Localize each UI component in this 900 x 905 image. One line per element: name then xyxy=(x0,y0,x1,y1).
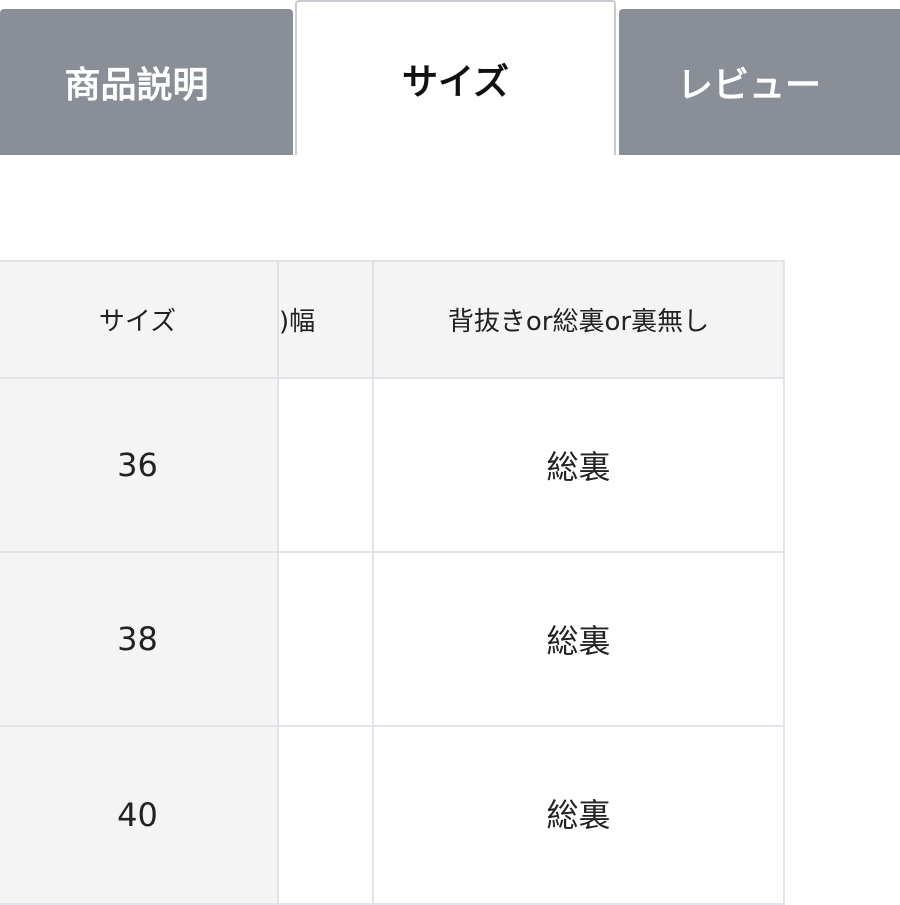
header-lining: 背抜きor総裏or裏無し xyxy=(372,260,785,379)
tab-reviews[interactable]: レビュー xyxy=(619,9,900,155)
table-cell-size: 40 xyxy=(0,725,279,905)
table-cell-width xyxy=(277,377,374,553)
table-cell-size: 36 xyxy=(0,377,279,553)
header-width: )幅 xyxy=(277,260,374,379)
table-cell-width xyxy=(277,551,374,727)
tab-size[interactable]: サイズ xyxy=(295,0,616,155)
table-cell-lining: 総裏 xyxy=(372,551,785,727)
table-cell-size: 38 xyxy=(0,551,279,727)
header-size: サイズ xyxy=(0,260,279,379)
table-cell-lining: 総裏 xyxy=(372,377,785,553)
table-cell-lining: 総裏 xyxy=(372,725,785,905)
table-cell-width xyxy=(277,725,374,905)
tab-product-description[interactable]: 商品説明 xyxy=(0,9,293,155)
